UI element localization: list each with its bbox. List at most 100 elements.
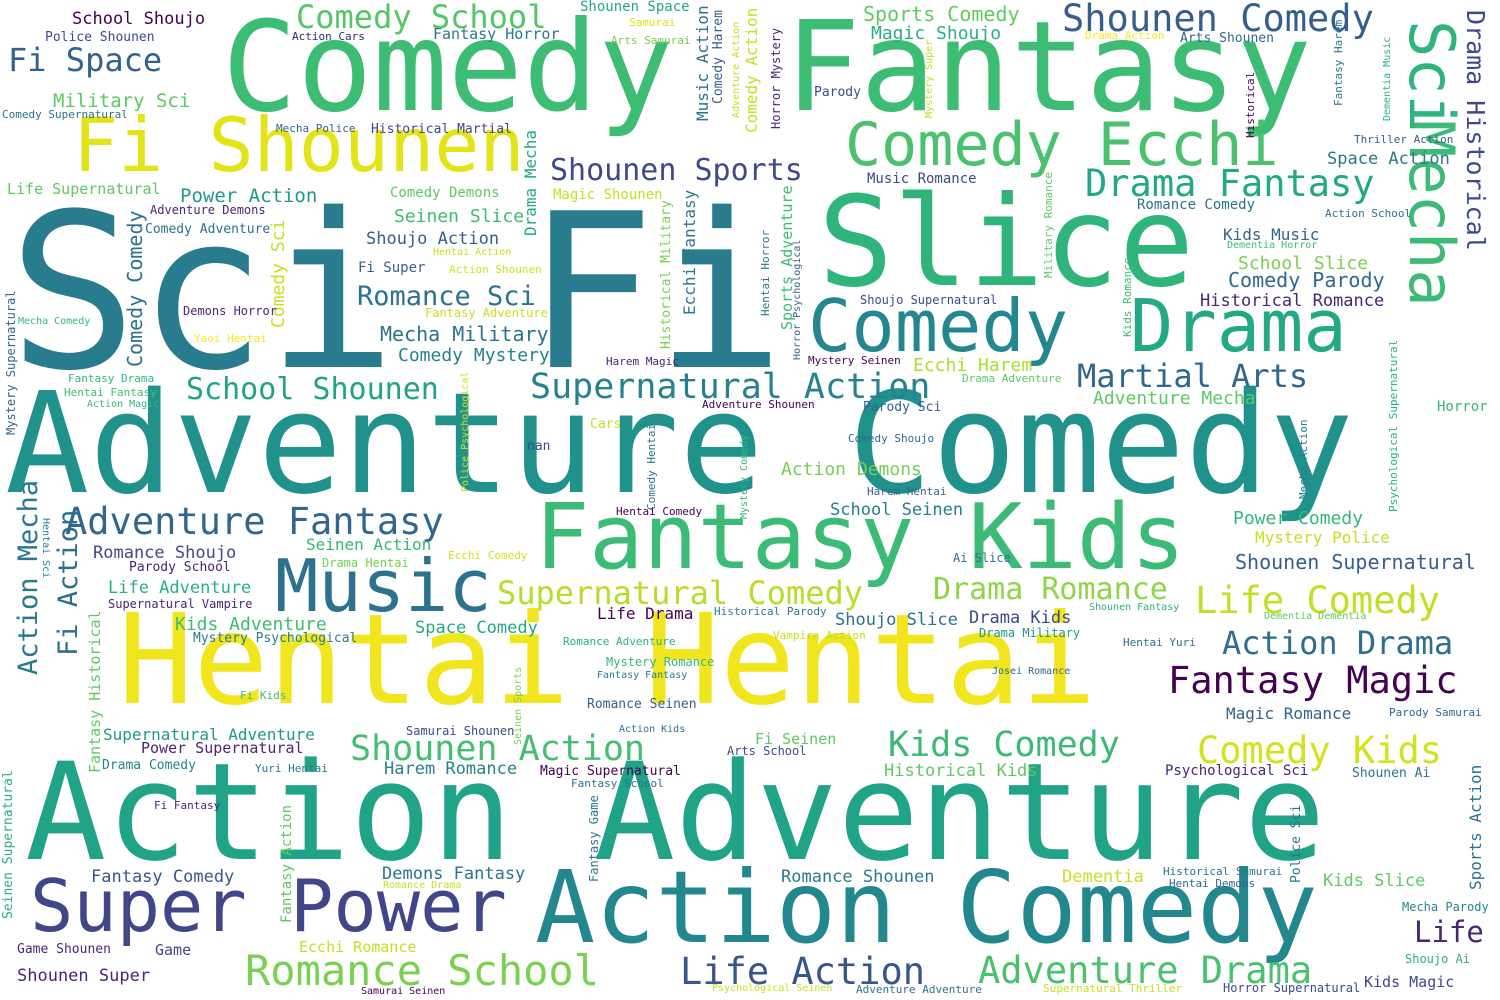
cloud-word-demons-horror: Demons Horror [183, 304, 277, 318]
cloud-word-historical-kids: Historical Kids [884, 761, 1038, 781]
cloud-word-historical: Historical [1244, 72, 1257, 139]
cloud-word-romance-adventure: Romance Adventure [563, 635, 676, 648]
cloud-word-vampire-action: Vampire Action [773, 629, 866, 642]
cloud-word-hentai-demons: Hentai Demons [1169, 877, 1256, 890]
cloud-word-power-action: Power Action [180, 185, 318, 207]
cloud-word-fi-fantasy: Fi Fantasy [154, 799, 221, 812]
cloud-word-music-action: Music Action [693, 5, 712, 121]
cloud-word-police-psychological: Police Psychological [460, 372, 471, 493]
cloud-word-comedy-supernatural: Comedy Supernatural [2, 108, 128, 121]
cloud-word-shoujo-slice: Shoujo Slice [835, 610, 958, 630]
cloud-word-arts-samurai: Arts Samurai [611, 34, 691, 47]
cloud-word-shounen-action: Shounen Action [350, 729, 646, 769]
cloud-word-power-comedy: Power Comedy [1233, 508, 1364, 529]
cloud-word-mecha-comedy: Mecha Comedy [18, 316, 91, 327]
cloud-word-horror-mystery: Horror Mystery [769, 28, 783, 130]
cloud-word-military-sci: Military Sci [53, 90, 191, 112]
cloud-word-horror-psychological: Horror Psychological [792, 240, 803, 361]
cloud-word-mystery-comedy: Mystery Comedy [739, 435, 750, 520]
cloud-word-mystery-super: Mystery Super [924, 40, 935, 119]
cloud-word-ai-slice: Ai Slice [953, 551, 1011, 565]
cloud-word-fantasy-magic: Fantasy Magic [1168, 659, 1458, 702]
cloud-word-comedy: Comedy [808, 284, 1069, 368]
cloud-word-historical-martial: Historical Martial [371, 122, 512, 137]
cloud-word-kids-magic: Kids Magic [1364, 973, 1455, 991]
cloud-word-comedy-adventure: Comedy Adventure [145, 222, 271, 237]
cloud-word-historical-parody: Historical Parody [714, 605, 827, 618]
cloud-word-mystery-supernatural: Mystery Supernatural [4, 290, 18, 435]
cloud-word-shounen-super: Shounen Super [17, 966, 151, 986]
cloud-word-action-drama: Action Drama [1222, 624, 1454, 662]
cloud-word-psychological-seinen: Psychological Seinen [712, 983, 833, 994]
cloud-word-parody-sci: Parody Sci [863, 400, 942, 415]
cloud-word-hentai-sci: Hentai Sci [40, 518, 51, 579]
cloud-word-action-school: Action School [1325, 207, 1412, 220]
cloud-word-drama-military: Drama Military [979, 626, 1081, 640]
cloud-word-drama-mecha: Drama Mecha [521, 130, 540, 236]
cloud-word-seinen-action: Seinen Action [306, 535, 432, 554]
cloud-word-fantasy-comedy: Fantasy Comedy [91, 867, 235, 887]
cloud-word-comedy-hentai: Comedy Hentai [645, 424, 658, 511]
cloud-word-action-adventure: Action Adventure [25, 734, 1326, 891]
cloud-word-kids-adventure: Kids Adventure [175, 614, 327, 635]
cloud-word-fantasy-kids: Fantasy Kids [535, 485, 1186, 590]
cloud-word-comedy-parody: Comedy Parody [1228, 268, 1385, 292]
cloud-word-hentai-action: Hentai Action [433, 247, 512, 258]
cloud-word-fantasy-historical: Fantasy Historical [86, 610, 104, 773]
cloud-word-fantasy-adventure: Fantasy Adventure [425, 306, 548, 320]
cloud-word-comedy-comedy: Comedy Comedy [123, 210, 147, 367]
cloud-word-mecha-action: Mecha Action [1297, 420, 1310, 500]
cloud-word-fi-super: Fi Super [358, 260, 426, 276]
cloud-word-supernatural-thriller: Supernatural Thriller [1043, 982, 1183, 995]
cloud-word-supernatural-adventure: Supernatural Adventure [103, 725, 315, 744]
cloud-word-action-demons: Action Demons [781, 459, 922, 480]
cloud-word-psychological-sci: Psychological Sci [1165, 763, 1309, 779]
cloud-word-magic-supernatural: Magic Supernatural [540, 764, 681, 779]
cloud-word-school-slice: School Slice [1238, 253, 1369, 274]
cloud-word-fi-kids: Fi Kids [240, 689, 287, 702]
cloud-word-shounen-fantasy: Shounen Fantasy [1089, 602, 1180, 613]
cloud-word-kids-music: Kids Music [1223, 225, 1320, 244]
cloud-word-hentai-comedy: Hentai Comedy [616, 505, 703, 518]
cloud-word-mystery-police: Mystery Police [1255, 528, 1390, 547]
cloud-word-nan: nan [527, 439, 551, 454]
cloud-word-adventure-demons: Adventure Demons [150, 203, 266, 217]
cloud-word-adventure-shounen: Adventure Shounen [702, 398, 815, 411]
cloud-word-sports-comedy: Sports Comedy [863, 2, 1020, 26]
cloud-word-music-romance: Music Romance [867, 171, 977, 187]
cloud-word-magic-shounen: Magic Shounen [553, 187, 663, 203]
cloud-word-dementia: Dementia [1062, 867, 1144, 887]
cloud-word-game-shounen: Game Shounen [17, 942, 111, 957]
cloud-word-comedy-kids: Comedy Kids [1197, 729, 1443, 772]
cloud-word-life-drama: Life Drama [597, 604, 694, 623]
cloud-word-parody: Parody [814, 85, 861, 100]
cloud-word-mystery-seinen: Mystery Seinen [808, 354, 901, 367]
cloud-word-shoujo-action: Shoujo Action [366, 229, 500, 249]
cloud-word-seinen-supernatural: Seinen Supernatural [1, 770, 16, 919]
cloud-word-fi-shounen: Fi Shounen [73, 101, 525, 189]
cloud-word-police-sci: Police Sci [1289, 805, 1304, 884]
cloud-word-hentai-hentai: Hentai Hentai [118, 588, 1097, 733]
cloud-word-mecha-parody: Mecha Parody [1402, 900, 1489, 914]
cloud-word-shounen-sports: Shounen Sports [550, 153, 803, 188]
cloud-word-sci: Sci [1395, 20, 1468, 132]
cloud-word-fantasy-horror: Fantasy Horror [433, 25, 560, 43]
cloud-word-historical-romance: Historical Romance [1200, 291, 1385, 311]
cloud-word-magic-romance: Magic Romance [1226, 704, 1352, 723]
cloud-word-adventure-drama: Adventure Drama [978, 949, 1313, 992]
cloud-word-drama-kids: Drama Kids [969, 608, 1072, 628]
cloud-word-supernatural-vampire: Supernatural Vampire [108, 597, 253, 611]
cloud-word-harem-hentai: Harem Hentai [867, 485, 947, 498]
cloud-word-adventure-fantasy: Adventure Fantasy [65, 500, 444, 543]
cloud-word-drama-historical: Drama Historical [1461, 10, 1490, 251]
cloud-word-ecchi-romance: Ecchi Romance [299, 938, 417, 956]
cloud-word-fantasy-fantasy: Fantasy Fantasy [597, 670, 688, 681]
cloud-word-fantasy-drama: Fantasy Drama [68, 372, 155, 385]
cloud-word-mystery-romance: Mystery Romance [606, 655, 715, 669]
cloud-word-supernatural-action: Supernatural Action [530, 367, 931, 407]
cloud-word-game: Game [155, 941, 192, 959]
cloud-word-super-power: Super Power [30, 864, 507, 948]
cloud-word-adventure-action: Adventure Action [731, 22, 742, 119]
cloud-word-romance-school: Romance School [245, 946, 600, 995]
